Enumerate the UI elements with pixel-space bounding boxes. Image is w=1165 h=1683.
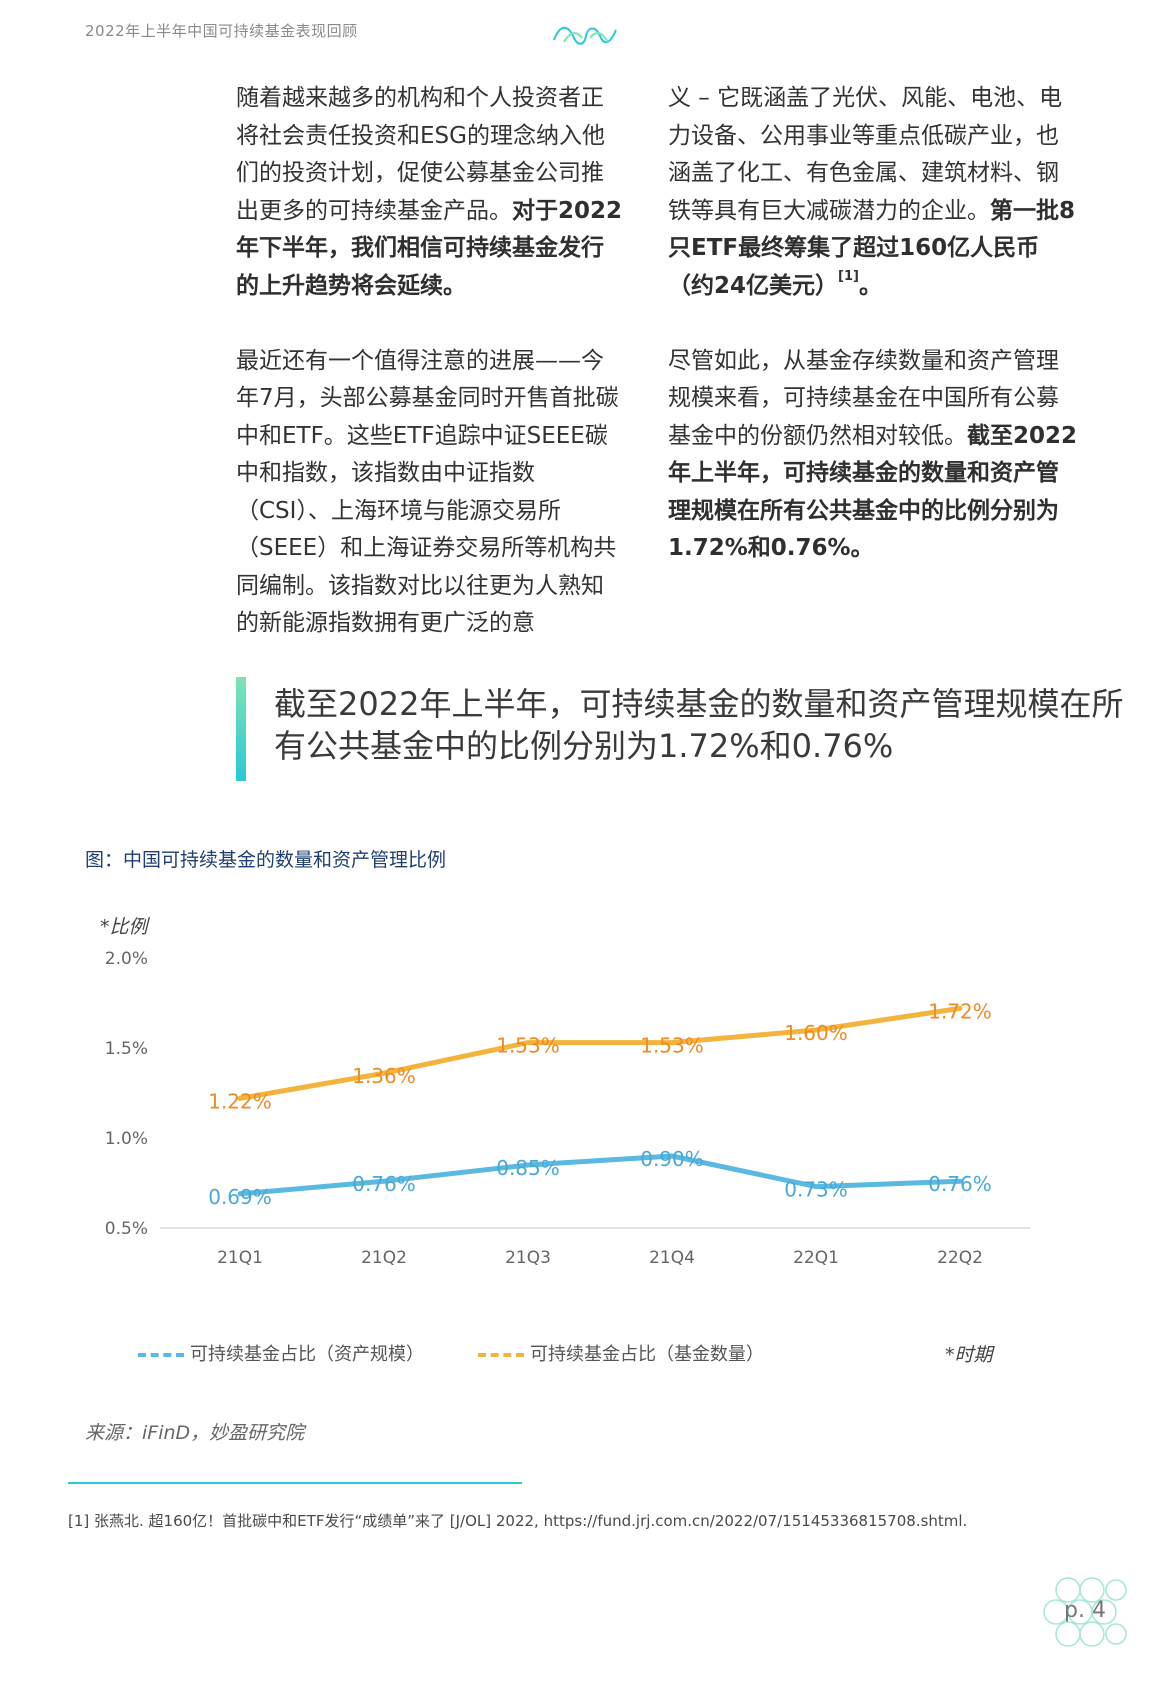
paragraph-text: 最近还有一个值得注意的进展——今年7月，头部公募基金同时开售首批碳中和ETF。这… (236, 347, 619, 637)
y-tick-label: 1.0% (105, 1129, 148, 1149)
paragraph-end-punct: 。 (858, 272, 882, 299)
legend-item-count: 可持续基金占比（基金数量） (478, 1340, 764, 1366)
series-line-1 (237, 1005, 963, 1101)
x-tick-label: 21Q2 (361, 1248, 407, 1268)
page-number: p. 4 (1064, 1598, 1106, 1623)
data-label: 0.73% (784, 1178, 848, 1202)
footnote-reference-link[interactable]: [1] (838, 268, 859, 284)
footnote-text: [1] 张燕北. 超160亿！首批碳中和ETF发行“成绩单”来了 [J/OL] … (68, 1512, 968, 1530)
paragraph-text: 尽管如此，从基金存续数量和资产管理规模来看，可持续基金在中国所有公募基金中的份额… (668, 347, 1059, 449)
paragraph: 随着越来越多的机构和个人投资者正将社会责任投资和ESG的理念纳入他们的投资计划，… (236, 80, 626, 305)
body-column-left: 随着越来越多的机构和个人投资者正将社会责任投资和ESG的理念纳入他们的投资计划，… (236, 80, 626, 643)
paragraph-bold-text: 第一批8只ETF最终筹集了超过160亿人民币（约24亿美元） (668, 197, 1076, 299)
decorative-ornament-icon (1043, 1577, 1127, 1647)
y-tick-label: 0.5% (105, 1219, 148, 1239)
data-label: 0.90% (640, 1147, 704, 1171)
paragraph-bold-text: 截至2022年上半年，可持续基金的数量和资产管理规模在所有公共基金中的比例分别为… (668, 422, 1078, 562)
legend-swatch-count (478, 1353, 524, 1357)
pull-quote: 截至2022年上半年，可持续基金的数量和资产管理规模在所有公共基金中的比例分别为… (274, 685, 1124, 765)
data-label: 0.76% (352, 1172, 416, 1196)
paragraph: 最近还有一个值得注意的进展——今年7月，头部公募基金同时开售首批碳中和ETF。这… (236, 343, 626, 643)
y-tick-label: 1.5% (105, 1039, 148, 1059)
x-tick-label: 21Q1 (217, 1248, 263, 1268)
pull-quote-accent-bar (236, 677, 246, 781)
data-label: 0.76% (928, 1172, 992, 1196)
y-tick-label: 2.0% (105, 949, 148, 969)
legend-swatch-asset (138, 1353, 184, 1357)
x-axis-label: *时期 (945, 1344, 993, 1366)
data-label: 0.69% (208, 1185, 272, 1209)
data-label: 1.53% (496, 1034, 560, 1058)
figure-source: 来源：iFinD，妙盈研究院 (85, 1422, 305, 1444)
paragraph: 尽管如此，从基金存续数量和资产管理规模来看，可持续基金在中国所有公募基金中的份额… (668, 343, 1078, 568)
legend-item-asset: 可持续基金占比（资产规模） (138, 1340, 424, 1366)
line-chart: 0.5% 1.0% 1.5% 2.0% 21Q1 21Q2 21Q3 21Q4 22Q1 22Q2… (105, 949, 1030, 1268)
series-line-0 (237, 1153, 963, 1197)
y-axis-label: *比例 (100, 916, 148, 938)
legend-label: 可持续基金占比（资产规模） (190, 1344, 424, 1365)
paragraph-bold-text: 对于2022年下半年，我们相信可持续基金发行的上升趋势将会延续。 (236, 197, 623, 299)
footnote-divider (68, 1482, 522, 1484)
x-tick-label: 21Q3 (505, 1248, 551, 1268)
legend-label: 可持续基金占比（基金数量） (530, 1344, 764, 1365)
data-label: 1.36% (352, 1064, 416, 1088)
data-label: 0.85% (496, 1156, 560, 1180)
body-column-right: 义 – 它既涵盖了光伏、风能、电池、电力设备、公用事业等重点低碳产业，也涵盖了化… (668, 80, 1078, 568)
x-tick-label: 21Q4 (649, 1248, 695, 1268)
data-label: 1.22% (208, 1089, 272, 1113)
running-header: 2022年上半年中国可持续基金表现回顾 (85, 22, 358, 40)
data-label: 1.53% (640, 1034, 704, 1058)
paragraph: 义 – 它既涵盖了光伏、风能、电池、电力设备、公用事业等重点低碳产业，也涵盖了化… (668, 80, 1078, 305)
figure-title: 图：中国可持续基金的数量和资产管理比例 (85, 849, 447, 871)
data-label: 1.72% (928, 999, 992, 1023)
paragraph-text: 随着越来越多的机构和个人投资者正将社会责任投资和ESG的理念纳入他们的投资计划，… (236, 85, 605, 224)
paragraph-text: 义 – 它既涵盖了光伏、风能、电池、电力设备、公用事业等重点低碳产业，也涵盖了化… (668, 85, 1063, 224)
x-tick-label: 22Q1 (793, 1248, 839, 1268)
x-tick-label: 22Q2 (937, 1248, 983, 1268)
brand-logo-icon (553, 26, 617, 45)
data-label: 1.60% (784, 1021, 848, 1045)
